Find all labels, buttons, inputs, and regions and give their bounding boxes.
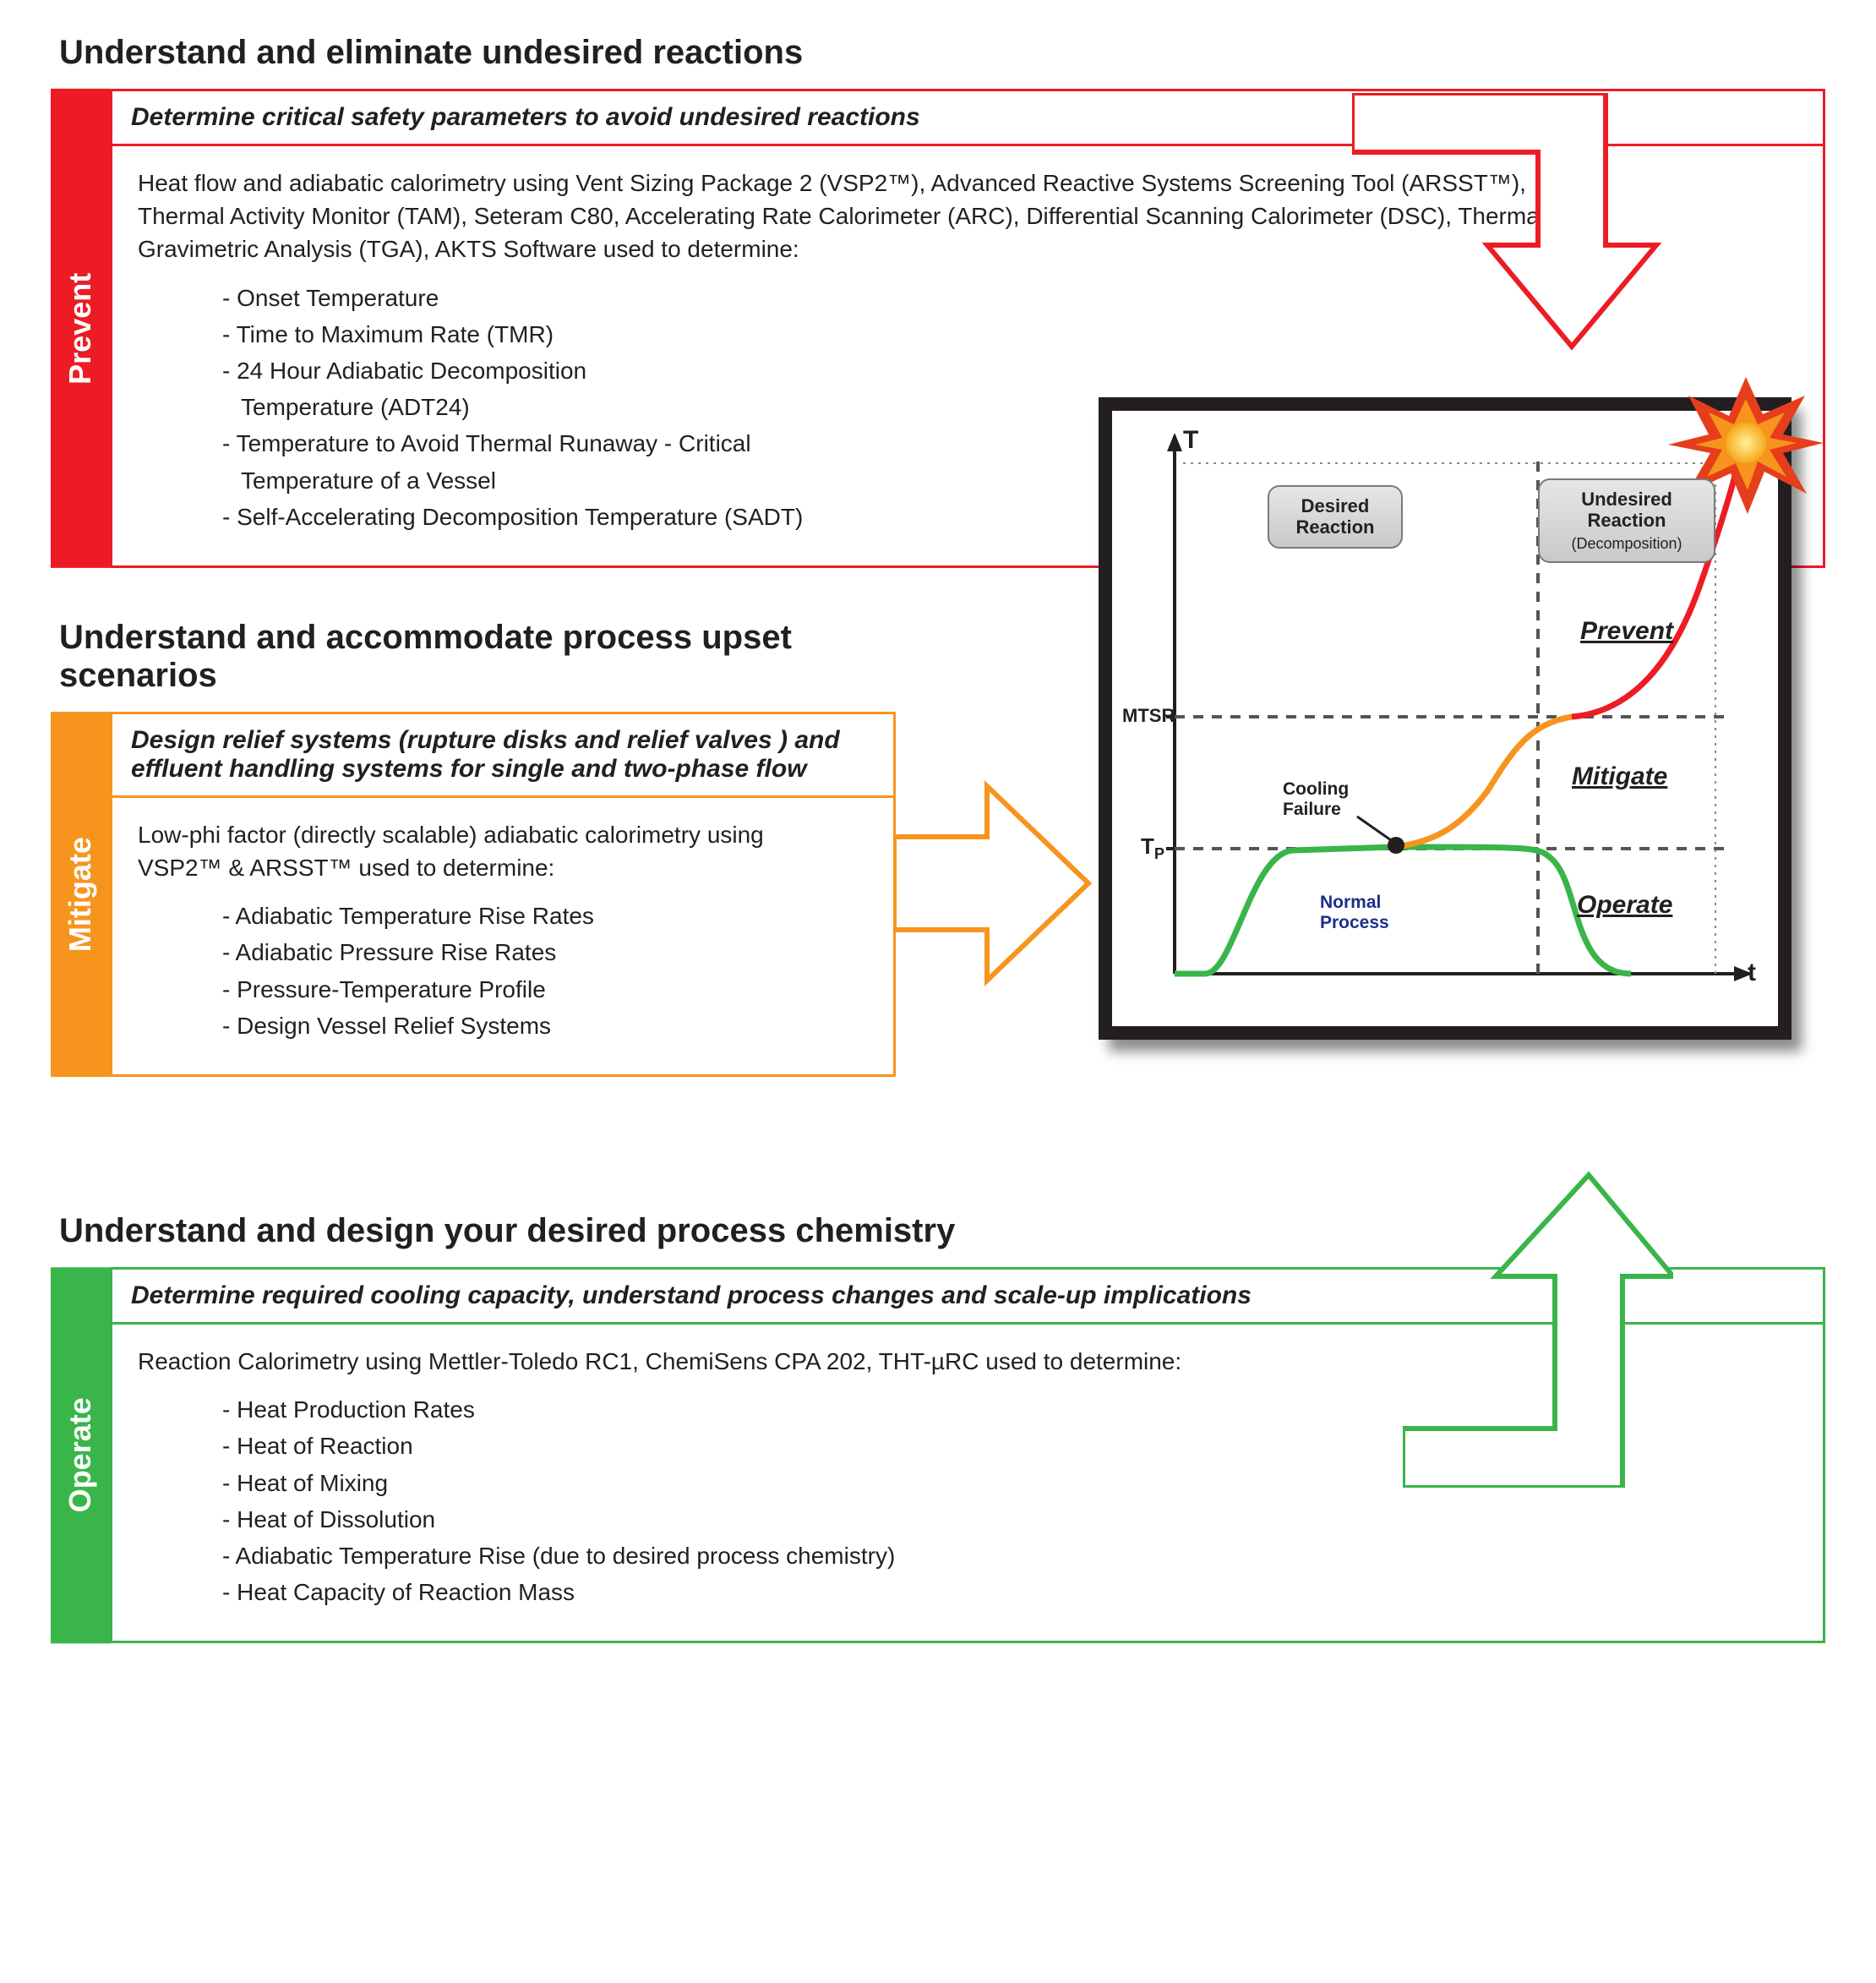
para-prevent: Heat flow and adiabatic calorimetry usin…: [138, 167, 1557, 266]
pill-undesired: UndesiredReaction(Decomposition): [1538, 478, 1715, 563]
zone-operate: Operate: [1577, 891, 1672, 920]
para-mitigate: Low-phi factor (directly scalable) adiab…: [138, 818, 797, 884]
bullet: - Pressure-Temperature Profile: [222, 973, 868, 1006]
tab-mitigate: Mitigate: [51, 712, 110, 1077]
zone-mitigate: Mitigate: [1572, 762, 1667, 791]
bullet: - Heat Capacity of Reaction Mass: [222, 1576, 1797, 1609]
tab-prevent: Prevent: [51, 89, 110, 568]
bullet: - Design Vessel Relief Systems: [222, 1009, 868, 1042]
bullet: - Adiabatic Pressure Rise Rates: [222, 936, 868, 969]
pill-desired: DesiredReaction: [1268, 485, 1403, 549]
arrow-operate-up-icon: [1403, 1166, 1673, 1488]
arrow-prevent-down-icon: [1352, 93, 1673, 355]
bullet: - Heat of Dissolution: [222, 1503, 1797, 1536]
zone-prevent: Prevent: [1580, 617, 1673, 646]
cooling-failure-label: CoolingFailure: [1283, 779, 1349, 820]
bullet: - Adiabatic Temperature Rise Rates: [222, 899, 868, 932]
bullets-mitigate: - Adiabatic Temperature Rise Rates - Adi…: [222, 899, 868, 1042]
bullet: - Adiabatic Temperature Rise (due to des…: [222, 1539, 1797, 1572]
arrow-mitigate-right-icon: [894, 778, 1097, 989]
tab-operate: Operate: [51, 1267, 110, 1643]
bullet: - 24 Hour Adiabatic Decomposition: [222, 354, 1797, 387]
box-mitigate: Design relief systems (rupture disks and…: [110, 712, 896, 1077]
tp-label: TP: [1141, 833, 1164, 863]
heading-prevent: Understand and eliminate undesired react…: [59, 34, 1825, 72]
pill-undesired-text: UndesiredReaction(Decomposition): [1571, 489, 1682, 553]
runaway-chart: T MTSR TP t: [1099, 397, 1791, 1040]
heading-mitigate: Understand and accommodate process upset…: [59, 619, 820, 695]
pill-desired-text: DesiredReaction: [1296, 495, 1375, 538]
subtitle-mitigate: Design relief systems (rupture disks and…: [112, 714, 893, 798]
normal-process-label: NormalProcess: [1320, 893, 1389, 933]
